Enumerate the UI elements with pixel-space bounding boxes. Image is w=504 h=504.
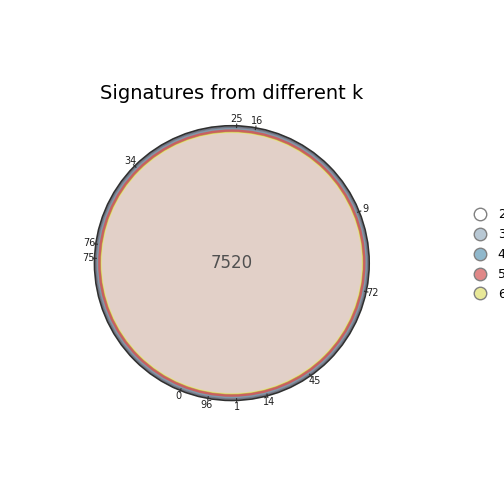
Text: 34: 34	[124, 156, 136, 166]
Text: 0: 0	[175, 392, 181, 401]
Text: Signatures from different k: Signatures from different k	[100, 84, 363, 103]
Text: 14: 14	[263, 397, 275, 407]
Text: 1: 1	[234, 402, 240, 412]
Text: 96: 96	[201, 400, 213, 410]
Text: 72: 72	[366, 288, 379, 298]
Text: 45: 45	[308, 376, 321, 386]
Legend: 2-group, 3-group, 4-group, 5-group, 6-group: 2-group, 3-group, 4-group, 5-group, 6-gr…	[468, 208, 504, 301]
Text: 7520: 7520	[211, 254, 253, 272]
Polygon shape	[94, 126, 369, 401]
Text: 16: 16	[250, 116, 263, 127]
Text: 9: 9	[362, 204, 368, 214]
Text: 76: 76	[83, 238, 96, 248]
Polygon shape	[96, 127, 368, 399]
Text: 25: 25	[231, 114, 243, 124]
Polygon shape	[100, 132, 363, 395]
Circle shape	[94, 126, 369, 401]
Text: 75: 75	[82, 253, 94, 263]
